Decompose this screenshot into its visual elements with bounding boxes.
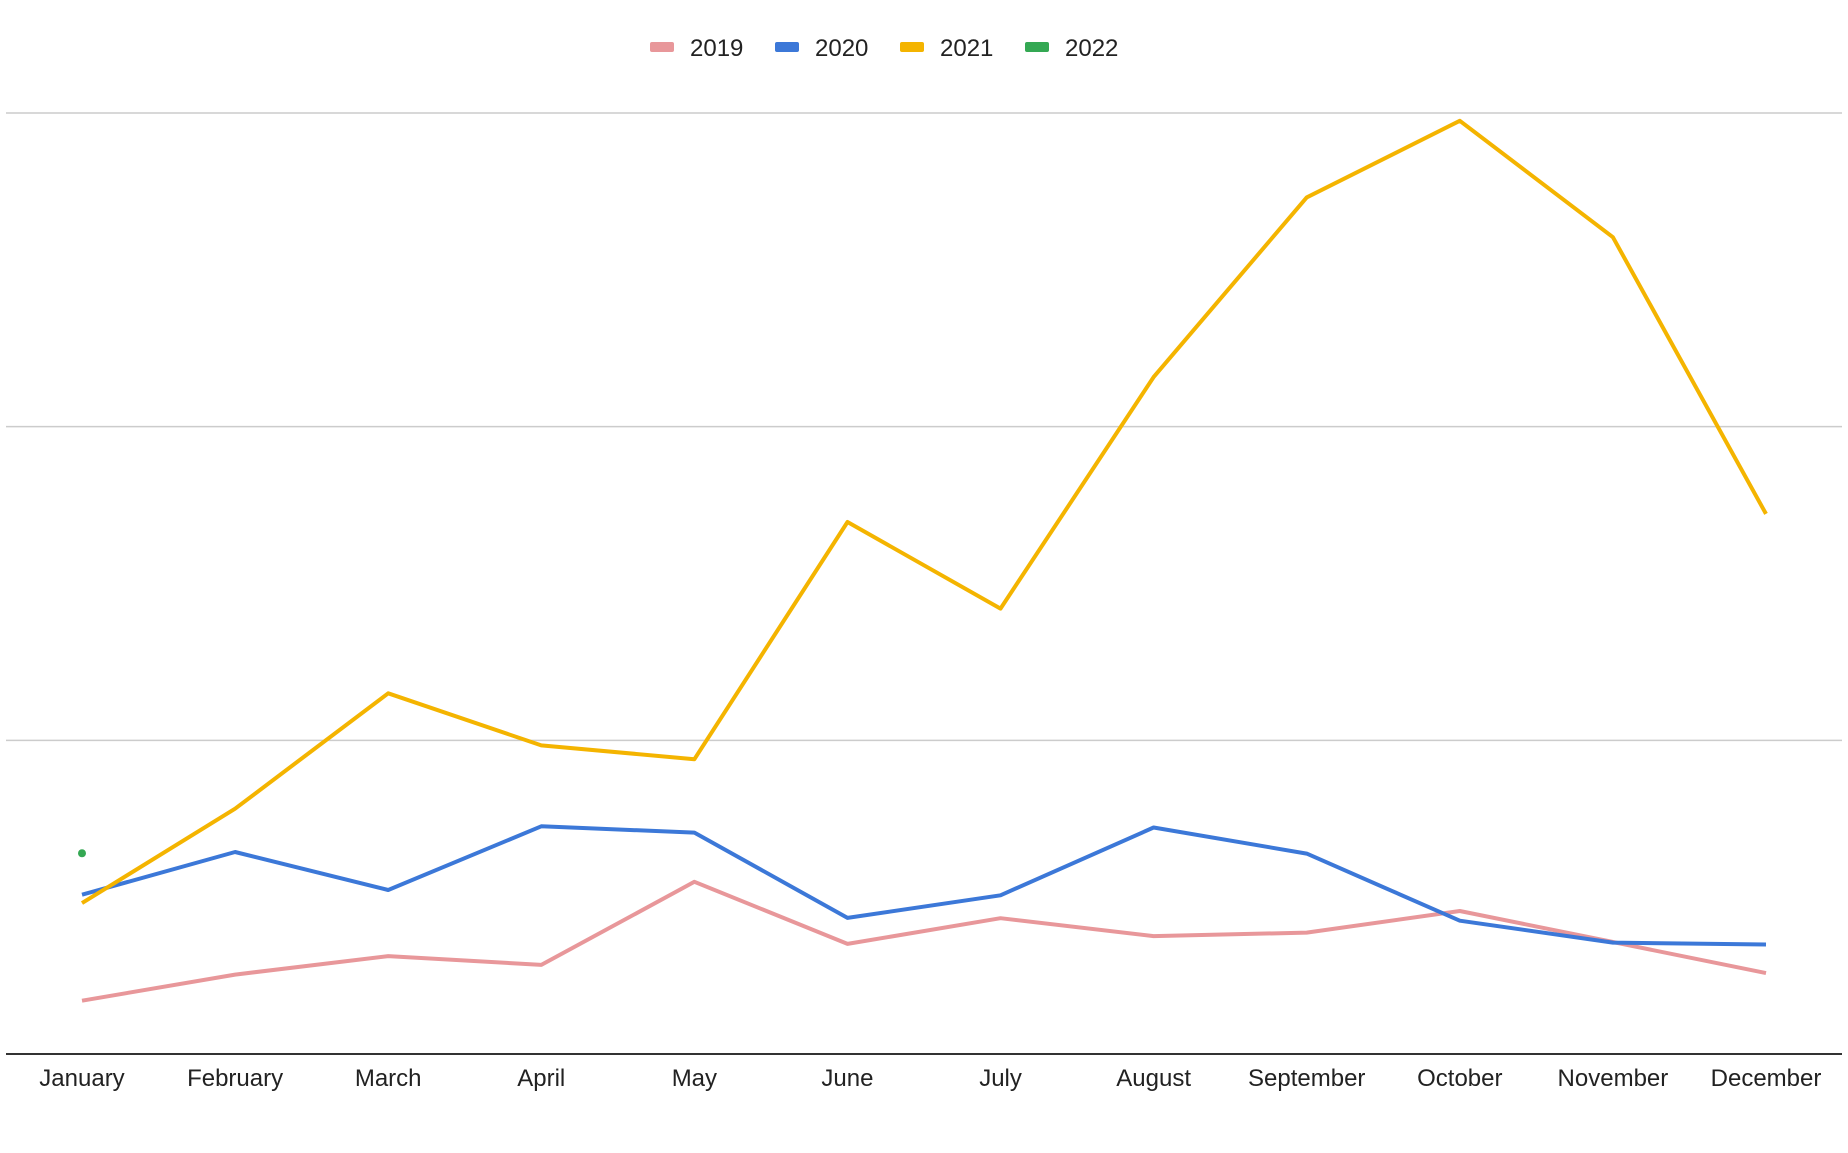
- legend-item: 2019: [650, 35, 743, 62]
- series-line-2021: [80, 118, 1768, 905]
- series-line-2019: [81, 879, 1767, 1003]
- gridlines: [6, 112, 1842, 742]
- x-axis: January February March April May June July Augu…: [6, 1053, 1842, 1092]
- x-tick-label: August: [1116, 1065, 1191, 1092]
- x-tick-label: July: [979, 1065, 1022, 1092]
- series-line-2020: [81, 824, 1767, 947]
- legend-swatch: [1025, 42, 1049, 52]
- legend-swatch: [650, 42, 674, 52]
- legend-item: 2022: [1025, 35, 1118, 62]
- series-point-2022: [78, 849, 86, 858]
- legend-item: 2020: [775, 35, 868, 62]
- legend-label: 2020: [815, 35, 868, 62]
- x-tick-label: April: [517, 1065, 565, 1092]
- x-tick-label: May: [672, 1065, 717, 1092]
- x-tick-label: February: [187, 1065, 283, 1092]
- legend-label: 2022: [1065, 35, 1118, 62]
- x-tick-label: January: [39, 1065, 124, 1092]
- x-tick-label: September: [1248, 1065, 1365, 1092]
- legend-swatch: [775, 42, 799, 52]
- series-lines: [78, 118, 1768, 1003]
- legend-item: 2021: [900, 35, 993, 62]
- x-tick-label: March: [355, 1065, 422, 1092]
- x-tick-label: October: [1417, 1065, 1502, 1092]
- x-tick-label: June: [821, 1065, 873, 1092]
- legend: 2019 2020 2021 2022: [650, 35, 1118, 62]
- legend-swatch: [900, 42, 924, 52]
- legend-label: 2021: [940, 35, 993, 62]
- x-tick-label: November: [1558, 1065, 1669, 1092]
- legend-label: 2019: [690, 35, 743, 62]
- x-tick-label: December: [1711, 1065, 1822, 1092]
